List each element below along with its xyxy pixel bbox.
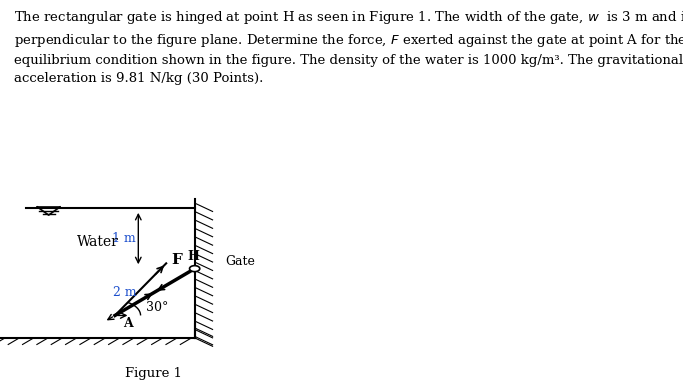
Text: The rectangular gate is hinged at point H as seen in Figure 1. The width of the : The rectangular gate is hinged at point … bbox=[14, 9, 683, 85]
Text: 1 m: 1 m bbox=[112, 232, 136, 245]
Text: Water: Water bbox=[77, 234, 119, 249]
Text: F: F bbox=[171, 253, 182, 267]
Circle shape bbox=[190, 266, 200, 272]
Text: A: A bbox=[123, 317, 133, 330]
Text: 30°: 30° bbox=[146, 301, 168, 314]
Text: H: H bbox=[188, 250, 199, 263]
Text: Gate: Gate bbox=[225, 255, 255, 268]
Text: 2 m: 2 m bbox=[113, 286, 137, 299]
Text: Figure 1: Figure 1 bbox=[125, 367, 182, 380]
